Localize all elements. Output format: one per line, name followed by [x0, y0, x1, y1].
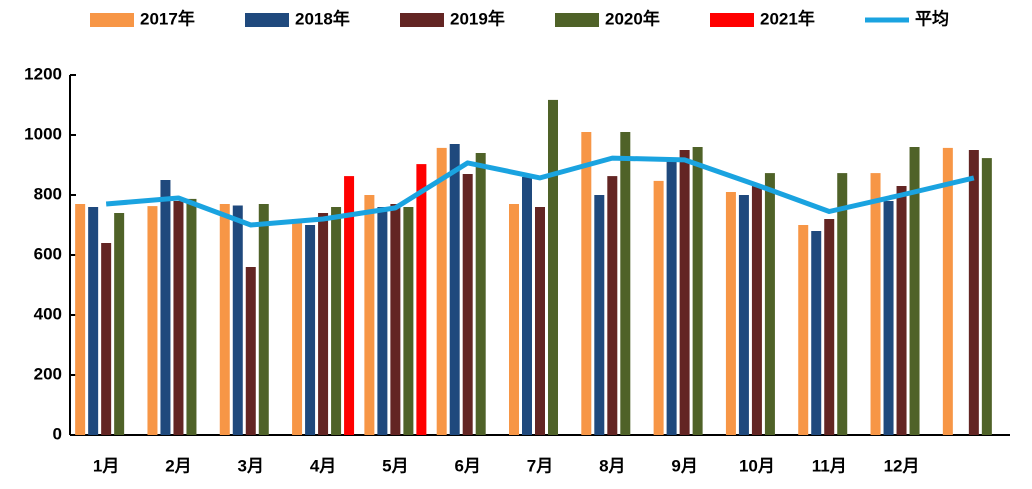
bar: [331, 207, 342, 435]
bar: [535, 207, 545, 435]
bar: [390, 204, 401, 435]
legend-label: 2018年: [295, 8, 350, 28]
y-tick-label: 600: [34, 244, 62, 263]
y-tick-label: 1000: [24, 124, 62, 143]
bar: [738, 195, 749, 435]
x-tick-label: 1月: [93, 456, 119, 475]
bar: [173, 201, 184, 435]
bar: [364, 195, 375, 435]
bar: [653, 180, 664, 435]
bar: [160, 180, 171, 435]
bar: [258, 204, 269, 435]
bar: [909, 147, 920, 435]
bar: [870, 173, 881, 435]
y-tick-label: 800: [34, 184, 62, 203]
bar: [509, 204, 519, 435]
x-tick-label: 11月: [812, 456, 847, 475]
x-tick-label: 8月: [599, 456, 625, 475]
bar: [837, 173, 848, 435]
bar: [416, 164, 427, 435]
bar: [147, 206, 158, 435]
x-tick-label: 3月: [238, 456, 264, 475]
x-tick-label: 5月: [382, 456, 408, 475]
y-tick-label: 1200: [24, 64, 62, 83]
bar: [548, 99, 558, 436]
bar: [305, 225, 316, 435]
bar: [318, 213, 329, 435]
bar: [798, 225, 809, 435]
bar: [811, 231, 822, 435]
legend-swatch: [400, 13, 444, 27]
bar: [377, 207, 388, 435]
legend-swatch: [245, 13, 289, 27]
legend-label: 2019年: [450, 8, 505, 28]
bar: [88, 207, 99, 435]
legend-label: 2021年: [760, 8, 815, 28]
x-tick-label: 4月: [310, 456, 336, 475]
bar: [896, 186, 907, 435]
bar: [751, 186, 762, 435]
bar: [981, 158, 992, 435]
y-tick-label: 0: [53, 424, 62, 443]
bar: [942, 147, 953, 435]
legend-label: 2017年: [140, 8, 195, 28]
bar: [594, 195, 605, 435]
bar: [114, 213, 125, 435]
bar: [692, 147, 703, 435]
bar: [186, 198, 197, 435]
x-tick-label: 7月: [527, 456, 553, 475]
bar: [344, 176, 355, 435]
x-tick-label: 10月: [739, 456, 775, 475]
bar: [219, 204, 230, 435]
legend-swatch: [90, 13, 134, 27]
legend-swatch: [710, 13, 754, 27]
bar: [449, 144, 460, 435]
bar: [403, 207, 414, 435]
bar: [764, 173, 775, 435]
legend-swatch: [555, 13, 599, 27]
bar: [581, 132, 592, 435]
bar: [475, 153, 486, 435]
bar: [292, 219, 303, 435]
x-tick-label: 6月: [454, 456, 480, 475]
bar: [666, 160, 677, 435]
x-tick-label: 2月: [165, 456, 191, 475]
bar: [607, 176, 618, 435]
bar: [75, 204, 86, 435]
bar: [436, 147, 447, 435]
bar: [679, 150, 690, 435]
average-line: [105, 155, 975, 228]
legend-label: 平均: [915, 8, 949, 28]
bar: [883, 201, 894, 435]
bar: [725, 192, 736, 435]
bar: [824, 219, 835, 435]
bar: [245, 267, 256, 435]
bar: [968, 150, 979, 435]
bar: [620, 132, 631, 435]
bar: [232, 205, 243, 435]
bar: [522, 177, 532, 435]
legend-label: 2020年: [605, 8, 660, 28]
x-tick-label: 12月: [884, 456, 920, 475]
bar: [462, 174, 473, 435]
x-tick-label: 9月: [671, 456, 697, 475]
y-tick-label: 200: [34, 364, 62, 383]
bar: [101, 243, 112, 435]
y-tick-label: 400: [34, 304, 62, 323]
